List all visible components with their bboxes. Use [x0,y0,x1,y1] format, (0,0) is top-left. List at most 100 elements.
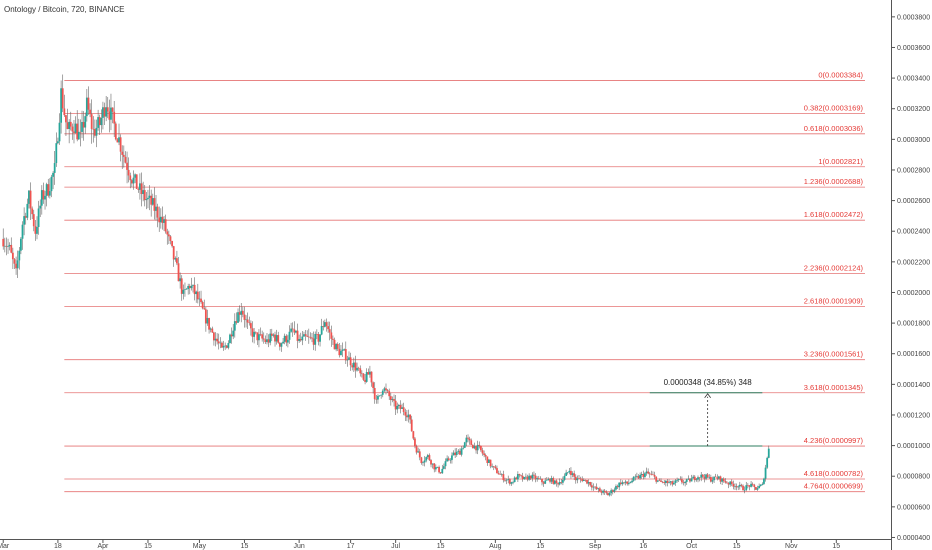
candle-body [275,335,278,342]
candle-body [766,457,769,468]
candle-body [60,88,63,123]
candle-body [140,183,143,195]
candle-body [55,143,58,164]
candle-body [394,400,397,410]
candle-body [729,481,732,485]
candle-body [521,475,524,480]
candle-body [93,129,96,136]
candle-body [406,415,408,418]
candle-body [39,205,42,209]
candle-body [471,444,474,449]
candle-body [370,371,373,383]
candle-body [69,121,72,127]
candle-body [417,451,420,453]
candle-body [378,395,381,397]
candle-body [269,333,272,343]
candle-body [534,475,537,480]
candle-body [684,481,687,484]
candle-body [262,338,265,340]
measure-arrow-head [704,393,711,399]
candle-body [214,338,217,341]
candle-body [576,478,579,481]
candle-body [98,117,101,126]
candle-body [188,286,191,289]
candle-body [270,333,273,336]
candle-body [295,330,297,333]
candle-body [582,479,585,481]
candle-body [708,477,711,478]
candle-body [254,331,257,333]
candle-body [542,482,545,484]
candle-body [425,457,428,461]
candle-body [624,481,627,483]
candle-body [660,480,662,482]
candle-body [42,190,45,200]
candle-body [430,460,432,465]
candle-body [526,476,529,480]
fib-level-label: 4.764(0.0000699) [804,482,864,491]
candle-body [21,224,24,239]
candle-body [335,344,338,350]
candle-body [365,372,368,382]
candle-body [53,163,56,173]
candle-body [539,478,542,480]
candle-body [211,328,214,333]
candle-body [256,332,259,341]
candle-body [52,172,54,177]
candle-body [484,454,487,457]
candle-body [634,476,637,478]
candle-body [615,486,617,490]
candle-body [359,368,362,374]
candle-body [500,474,503,475]
candle-body [442,466,445,469]
candle-body [159,216,162,223]
candle-body [137,188,140,190]
candle-body [759,484,762,487]
candle-body [587,482,590,484]
candle-body [579,478,582,480]
candle-body [488,459,490,463]
candle-body [586,479,588,484]
candle-body [672,482,675,485]
candle-body [397,404,400,406]
candle-body [364,379,366,382]
fib-level-label: 0.618(0.0003036) [804,124,864,133]
candle-body [623,482,625,483]
candle-body [127,169,130,176]
candle-body [661,481,664,483]
candle-body [446,458,449,462]
candle-body [716,477,719,479]
candle-body [507,479,510,480]
candle-body [171,240,173,247]
candle-body [343,349,346,350]
fib-level-label: 0(0.0003384) [818,71,863,80]
candle-body [549,478,551,482]
candle-body [177,263,180,282]
candle-body [13,259,16,264]
candle-body [219,342,222,344]
candle-body [293,329,296,333]
candle-body [592,486,595,488]
time-tick-label: 15 [832,543,840,550]
candle-body [499,474,502,475]
candle-body [142,190,145,195]
time-tick-label: 15 [733,543,741,550]
candle-body [65,115,67,123]
candle-body [459,450,461,455]
candle-body [44,195,46,200]
candle-body [10,244,13,253]
price-tick-label: 0.0002200 [897,259,930,266]
price-tick-label: 0.0003400 [897,76,930,83]
candle-body [740,484,743,486]
candle-body [113,111,116,124]
candle-body [34,226,37,234]
candle-body [449,459,452,461]
candle-body [719,476,722,482]
candle-body [240,310,243,315]
candle-body [285,335,288,343]
candle-body [37,208,40,228]
candle-body [434,467,437,470]
candle-body [267,339,270,343]
candle-body [76,123,79,140]
